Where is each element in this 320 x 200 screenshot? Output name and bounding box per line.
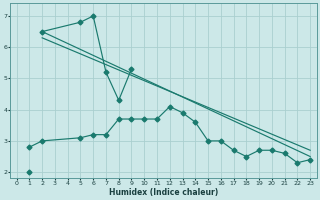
X-axis label: Humidex (Indice chaleur): Humidex (Indice chaleur) <box>109 188 218 197</box>
